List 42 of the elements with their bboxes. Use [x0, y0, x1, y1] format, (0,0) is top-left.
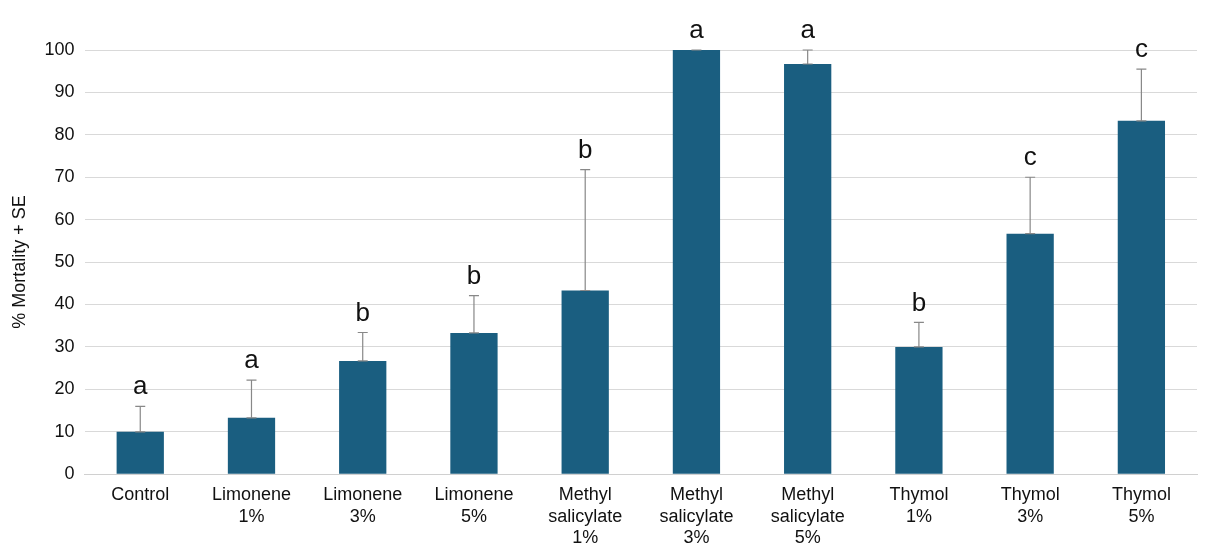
y-tick-label: 100 — [44, 38, 75, 59]
annotation: a — [133, 370, 149, 401]
bar — [1117, 120, 1166, 474]
annotation: c — [1134, 33, 1148, 64]
annotation: a — [244, 344, 260, 375]
annotation: b — [355, 296, 370, 327]
bar — [672, 50, 721, 474]
bar — [116, 431, 164, 474]
y-tick-label: 50 — [54, 251, 75, 272]
x-tick-label: Thymol 3% — [1000, 483, 1060, 526]
bar — [339, 360, 387, 474]
annotation: b — [577, 133, 593, 164]
y-tick-label: 0 — [64, 463, 75, 484]
x-tick-label: Methyl salicylate 1% — [548, 483, 623, 548]
x-tick-label: Limonene 1% — [211, 483, 292, 526]
y-tick-label: 40 — [54, 293, 75, 314]
y-tick-label: 80 — [54, 123, 75, 144]
annotation: a — [689, 14, 705, 45]
y-tick-label: 70 — [54, 166, 75, 187]
bar — [784, 64, 832, 474]
y-tick-label: 10 — [54, 420, 75, 441]
bar — [227, 417, 276, 474]
annotation: b — [466, 259, 482, 290]
y-tick-label: 20 — [54, 378, 75, 399]
bar — [450, 332, 498, 474]
x-tick-label: Thymol 5% — [1111, 483, 1171, 526]
y-tick-label: 60 — [54, 208, 75, 229]
x-tick-label: Methyl salicylate 3% — [659, 483, 734, 548]
bar — [895, 346, 943, 474]
bar — [1006, 233, 1054, 474]
y-tick-label: 90 — [54, 81, 75, 102]
x-tick-label: Methyl salicylate 5% — [770, 483, 845, 548]
x-tick-label: Limonene 5% — [434, 483, 514, 526]
y-tick-label: 30 — [54, 335, 75, 356]
x-tick-label: Limonene 3% — [323, 483, 403, 526]
annotation: a — [800, 14, 816, 45]
y-axis-title: % Mortality + SE — [8, 195, 29, 329]
x-tick-label: Thymol 1% — [889, 483, 949, 526]
x-tick-label: Control — [111, 483, 170, 504]
bar — [561, 290, 609, 474]
annotation: b — [911, 286, 927, 317]
annotation: c — [1023, 141, 1037, 172]
